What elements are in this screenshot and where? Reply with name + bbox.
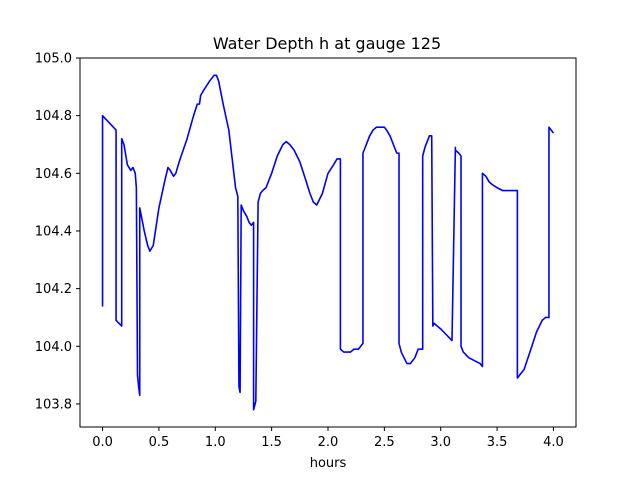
x-tick-label: 0.5: [149, 435, 170, 450]
y-tick-label: 105.0: [35, 52, 72, 67]
x-tick-label: 1.5: [261, 435, 282, 450]
x-tick-label: 1.0: [205, 435, 226, 450]
x-tick-label: 3.5: [487, 435, 508, 450]
x-tick-label: 4.0: [543, 435, 564, 450]
chart-title: Water Depth h at gauge 125: [213, 34, 441, 53]
x-tick-label: 3.0: [430, 435, 451, 450]
y-tick-label: 104.8: [35, 109, 72, 124]
x-axis-label: hours: [310, 456, 347, 471]
x-tick-label: 0.0: [92, 435, 113, 450]
y-tick-label: 104.2: [35, 282, 72, 297]
x-tick-label: 2.0: [318, 435, 339, 450]
y-tick-label: 104.0: [35, 340, 72, 355]
y-tick-label: 104.6: [35, 167, 72, 182]
y-axis-ticks: 103.8 104.0 104.2 104.4 104.6 104.8 105.0: [35, 52, 80, 412]
y-tick-label: 104.4: [35, 224, 72, 239]
y-tick-label: 103.8: [35, 397, 72, 412]
x-axis-ticks: 0.0 0.5 1.0 1.5 2.0 2.5 3.0 3.5 4.0: [92, 427, 564, 450]
plot-area: [79, 57, 577, 428]
x-tick-label: 2.5: [374, 435, 395, 450]
plot-frame: [79, 57, 577, 428]
water-depth-line: [101, 74, 555, 411]
